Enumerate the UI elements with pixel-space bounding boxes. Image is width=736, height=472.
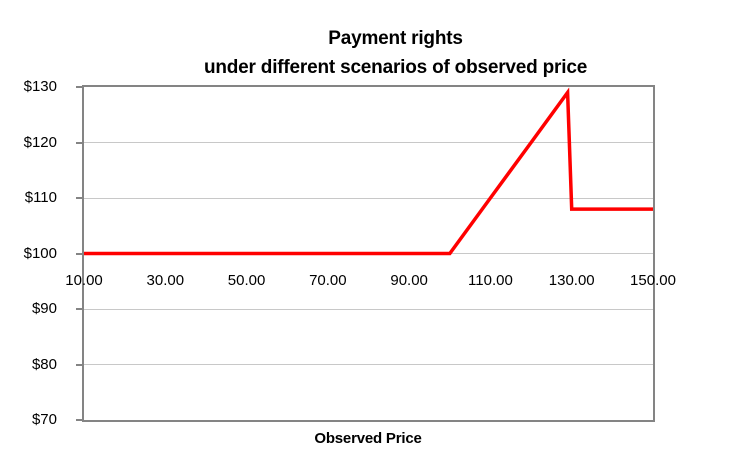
chart-title-line2: under different scenarios of observed pr… bbox=[203, 57, 588, 78]
y-tick-label: $120 bbox=[23, 133, 57, 151]
x-tick-label: 130.00 bbox=[548, 271, 595, 289]
y-tick-mark bbox=[76, 308, 82, 310]
y-tick-mark bbox=[76, 141, 82, 144]
y-tick-label: $70 bbox=[31, 411, 57, 428]
x-tick-label: 10.00 bbox=[65, 271, 103, 289]
x-tick-label: 50.00 bbox=[227, 271, 266, 289]
y-tick-mark bbox=[76, 419, 82, 421]
x-tick-label: 90.00 bbox=[390, 271, 428, 289]
chart-title-line1: Payment rights bbox=[328, 28, 463, 49]
x-tick-label: 30.00 bbox=[146, 271, 185, 289]
chart-title: Payment rights under different scenarios… bbox=[55, 24, 736, 82]
plot-area bbox=[82, 85, 655, 422]
series-line bbox=[84, 87, 653, 256]
x-axis-title: Observed Price bbox=[314, 430, 422, 447]
y-tick-label: $110 bbox=[24, 189, 57, 206]
y-tick-mark bbox=[76, 363, 82, 366]
y-tick-label: $80 bbox=[31, 355, 57, 373]
y-tick-mark bbox=[76, 252, 82, 255]
y-tick-mark bbox=[76, 86, 82, 88]
y-tick-label: $90 bbox=[31, 300, 57, 317]
x-tick-label: 70.00 bbox=[309, 271, 347, 289]
series-layer bbox=[84, 87, 653, 256]
y-tick-label: $130 bbox=[23, 78, 57, 95]
x-tick-label: 150.00 bbox=[630, 271, 676, 289]
y-tick-mark bbox=[76, 197, 82, 199]
x-tick-label: 110.00 bbox=[468, 271, 513, 289]
y-tick-label: $100 bbox=[23, 244, 57, 262]
